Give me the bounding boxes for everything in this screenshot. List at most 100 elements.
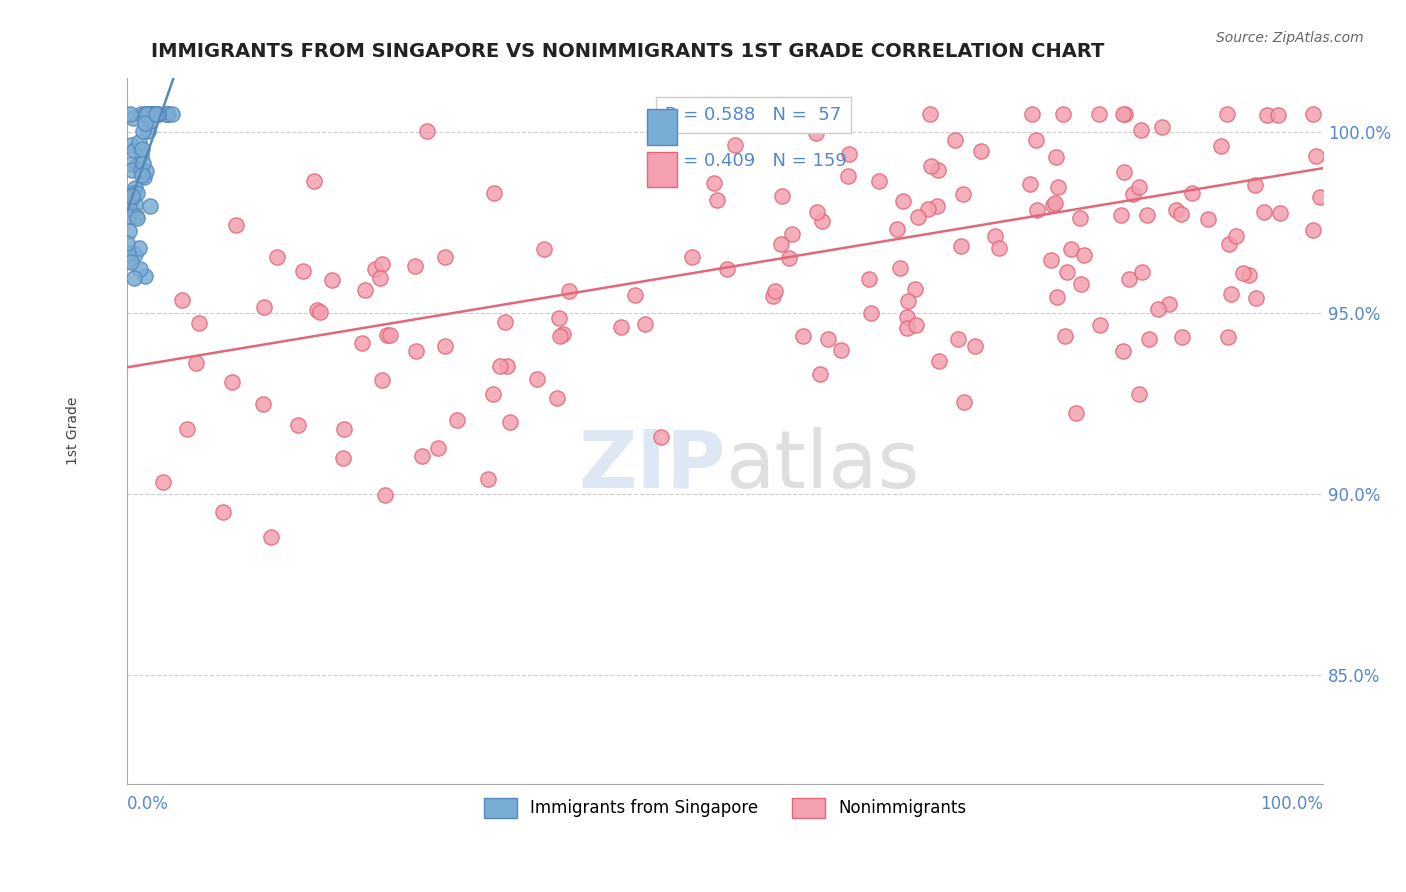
Point <box>920 159 942 173</box>
Point <box>1052 107 1074 121</box>
Point <box>128 135 150 149</box>
Point <box>122 111 145 125</box>
Point <box>920 107 942 121</box>
Point <box>1170 207 1192 221</box>
Text: 0.0%: 0.0% <box>128 795 169 813</box>
Point <box>117 209 139 223</box>
Point <box>332 450 354 465</box>
Text: Source: ZipAtlas.com: Source: ZipAtlas.com <box>1216 31 1364 45</box>
Point <box>681 250 703 264</box>
Point <box>122 270 145 285</box>
Point <box>117 236 139 251</box>
Point <box>896 310 918 324</box>
Point <box>1064 406 1087 420</box>
Point <box>132 156 155 170</box>
Point <box>952 395 974 409</box>
Point <box>806 204 828 219</box>
Point <box>145 107 167 121</box>
Point <box>1268 206 1291 220</box>
Point <box>212 505 235 519</box>
Point <box>118 224 141 238</box>
Point <box>143 107 166 121</box>
Point <box>1244 291 1267 305</box>
Point <box>983 228 1005 243</box>
Point <box>1171 329 1194 343</box>
Point <box>221 375 243 389</box>
Point <box>129 148 152 162</box>
Point <box>769 236 792 251</box>
Point <box>302 173 325 187</box>
Point <box>970 144 993 158</box>
Point <box>1054 329 1077 343</box>
Point <box>1112 344 1135 359</box>
Point <box>897 293 920 308</box>
Point <box>1070 277 1092 291</box>
Point <box>1136 208 1159 222</box>
Point <box>1045 150 1067 164</box>
Point <box>135 164 157 178</box>
Point <box>526 372 548 386</box>
Point <box>371 257 394 271</box>
Point <box>830 343 852 357</box>
Point <box>139 114 162 128</box>
Point <box>1164 203 1187 218</box>
Point <box>1130 265 1153 279</box>
Point <box>125 158 148 172</box>
Point <box>124 196 146 211</box>
Point <box>610 319 633 334</box>
Point <box>1220 287 1243 301</box>
Point <box>287 418 309 433</box>
Point <box>121 189 143 203</box>
Point <box>291 264 314 278</box>
Point <box>1042 198 1064 212</box>
Point <box>1019 177 1042 191</box>
Point <box>1243 178 1265 193</box>
Point <box>1109 208 1132 222</box>
Point <box>332 421 354 435</box>
Point <box>139 107 162 121</box>
Point <box>118 201 141 215</box>
Point <box>1128 386 1150 401</box>
Point <box>172 293 194 308</box>
Point <box>928 353 950 368</box>
FancyBboxPatch shape <box>648 152 678 187</box>
Point <box>260 531 283 545</box>
Point <box>162 107 184 121</box>
Legend: Immigrants from Singapore, Nonimmigrants: Immigrants from Singapore, Nonimmigrants <box>477 791 973 825</box>
Point <box>354 283 377 297</box>
Point <box>1088 107 1111 121</box>
Text: atlas: atlas <box>725 427 920 505</box>
Point <box>1073 248 1095 262</box>
Point <box>146 107 169 121</box>
Point <box>176 422 198 436</box>
Point <box>1021 107 1043 121</box>
Point <box>1118 272 1140 286</box>
Point <box>495 359 517 373</box>
Point <box>1305 149 1327 163</box>
Point <box>742 107 765 121</box>
Point <box>838 146 860 161</box>
Point <box>917 202 939 216</box>
Point <box>1309 190 1331 204</box>
Point <box>122 143 145 157</box>
Point <box>148 107 170 121</box>
Text: 1st Grade: 1st Grade <box>66 396 80 465</box>
Text: R = 0.588   N =  57: R = 0.588 N = 57 <box>665 106 842 124</box>
Point <box>763 284 786 298</box>
Point <box>139 199 162 213</box>
Point <box>1128 179 1150 194</box>
Point <box>1045 195 1067 210</box>
Point <box>943 133 966 147</box>
Point <box>132 123 155 137</box>
Point <box>371 373 394 387</box>
Point <box>1302 223 1324 237</box>
Point <box>946 332 969 346</box>
Point <box>1047 180 1070 194</box>
Point <box>907 210 929 224</box>
Point <box>813 107 835 121</box>
Point <box>309 305 332 319</box>
Point <box>1197 212 1219 227</box>
Point <box>925 199 948 213</box>
Point <box>378 328 401 343</box>
Point <box>904 318 927 333</box>
